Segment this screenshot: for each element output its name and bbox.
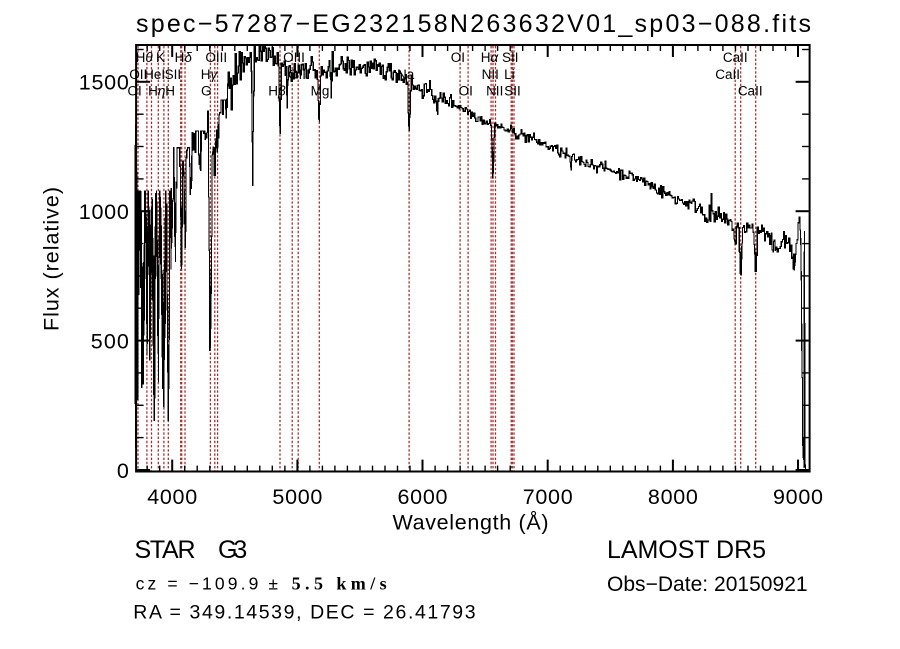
svg-text:OIII: OIII	[205, 50, 227, 65]
svg-text:OIII: OIII	[288, 67, 310, 82]
svg-text:STAR: STAR	[135, 536, 196, 564]
svg-text:1500: 1500	[79, 71, 129, 95]
svg-text:Hβ: Hβ	[268, 84, 286, 99]
svg-text:Hη: Hη	[148, 84, 165, 99]
svg-text:spec−57287−EG232158N263632V01_: spec−57287−EG232158N263632V01_sp03−088.f…	[136, 10, 811, 38]
svg-text:LAMOST DR5: LAMOST DR5	[607, 536, 766, 564]
svg-text:Hα: Hα	[481, 50, 500, 65]
svg-text:CaII: CaII	[738, 84, 763, 99]
svg-text:500: 500	[91, 329, 129, 353]
svg-text:5000: 5000	[272, 485, 322, 509]
svg-text:OI: OI	[459, 84, 473, 99]
svg-text:Na: Na	[397, 67, 415, 82]
svg-text:RA = 349.14539, DEC = 26.4179: RA = 349.14539, DEC = 26.41793	[133, 602, 475, 624]
svg-text:G: G	[201, 84, 212, 99]
svg-text:8000: 8000	[648, 485, 698, 509]
svg-text:CaII: CaII	[715, 67, 740, 82]
svg-text:Hδ: Hδ	[175, 50, 193, 65]
svg-text:OII: OII	[129, 67, 147, 82]
svg-text:OI: OI	[451, 50, 465, 65]
svg-text:SII: SII	[504, 84, 521, 99]
svg-text:Obs−Date: 20150921: Obs−Date: 20150921	[607, 573, 808, 596]
svg-text:SII: SII	[165, 67, 182, 82]
svg-text:0: 0	[117, 459, 129, 483]
svg-text:9000: 9000	[773, 485, 823, 509]
svg-text:Hθ: Hθ	[136, 50, 154, 65]
svg-text:G3: G3	[218, 536, 247, 564]
svg-text:7000: 7000	[523, 485, 573, 509]
svg-text:K: K	[156, 50, 165, 65]
svg-text:Hγ: Hγ	[201, 67, 219, 82]
svg-text:Wavelength (Å): Wavelength (Å)	[393, 510, 549, 534]
svg-text:4000: 4000	[147, 485, 197, 509]
svg-text:OIII: OIII	[283, 50, 305, 65]
svg-text:6000: 6000	[398, 485, 448, 509]
svg-text:Flux (relative): Flux (relative)	[40, 187, 64, 331]
svg-text:cz = −109.9: cz = −109.9	[136, 574, 259, 594]
svg-text:OI: OI	[127, 84, 141, 99]
svg-text:1000: 1000	[79, 200, 129, 224]
svg-text:NII: NII	[486, 84, 503, 99]
svg-text:Li: Li	[504, 67, 515, 82]
svg-text:Mg: Mg	[311, 84, 330, 99]
svg-text:HeI: HeI	[144, 67, 165, 82]
svg-text:± 5.5 km/s: ± 5.5 km/s	[268, 574, 386, 594]
svg-text:H: H	[165, 84, 175, 99]
svg-text:CaII: CaII	[723, 50, 748, 65]
svg-text:NII: NII	[482, 67, 499, 82]
svg-text:SII: SII	[502, 50, 519, 65]
